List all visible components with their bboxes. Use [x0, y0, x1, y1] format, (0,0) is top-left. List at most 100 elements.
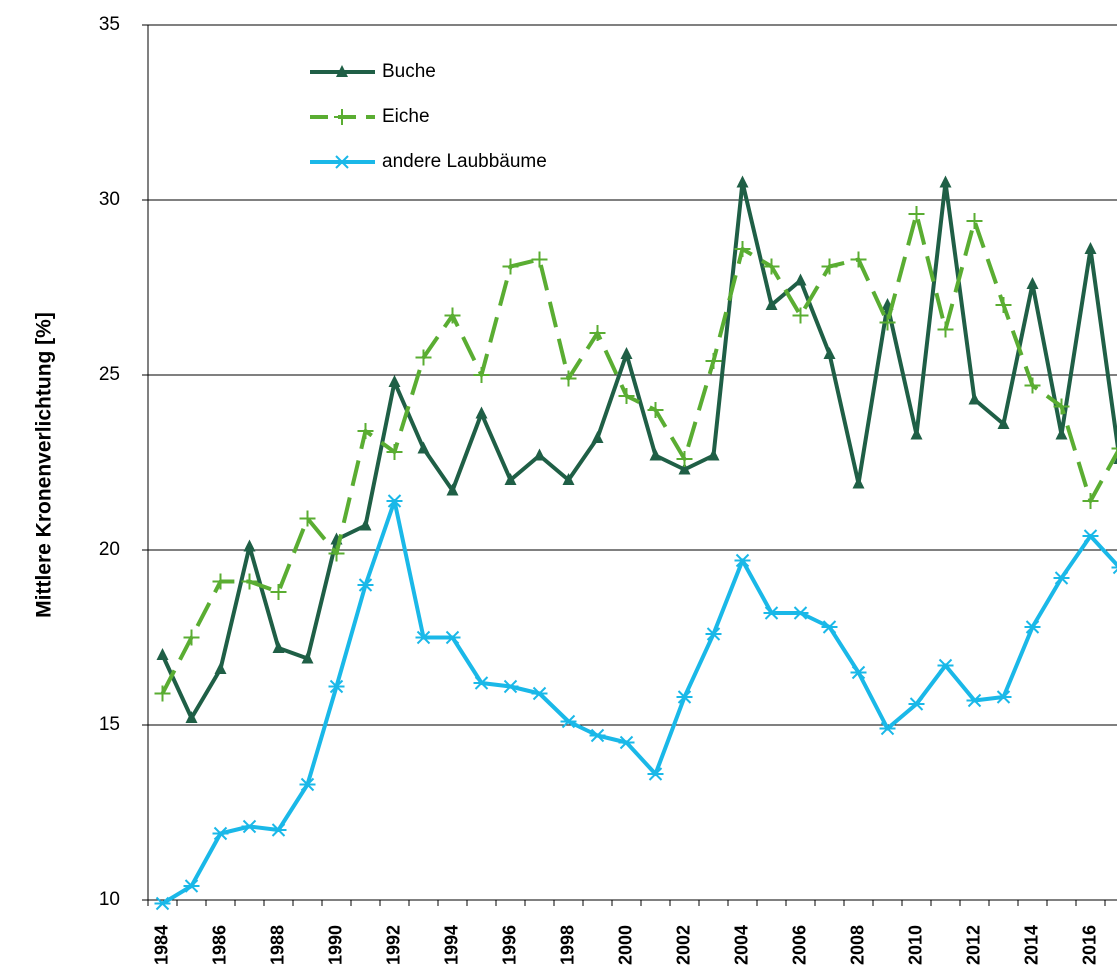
x-tick-label: 2006 — [789, 925, 809, 965]
data-point — [1111, 447, 1117, 450]
data-point — [417, 441, 430, 454]
x-tick-label: 1998 — [557, 925, 577, 965]
data-point — [1024, 620, 1041, 634]
data-point — [446, 483, 459, 496]
data-point — [792, 307, 809, 324]
data-point — [1026, 277, 1039, 289]
y-axis-title: Mittlere Kronenverlichtung [%] — [33, 312, 56, 618]
legend-label: andere Laubbäume — [382, 151, 547, 172]
data-point — [589, 728, 606, 743]
data-point — [589, 325, 606, 341]
x-tick-label: 2008 — [847, 925, 867, 965]
data-point — [388, 375, 401, 387]
data-point — [444, 307, 461, 324]
x-tick-label: 1992 — [383, 925, 403, 965]
data-point — [212, 573, 229, 590]
data-point — [676, 451, 693, 467]
data-point — [649, 448, 662, 461]
data-point — [328, 545, 345, 562]
data-point — [270, 823, 287, 837]
x-tick-label: 2000 — [615, 925, 635, 965]
data-point — [185, 711, 198, 723]
data-point — [1055, 427, 1068, 440]
data-point — [386, 444, 403, 460]
data-point — [357, 578, 374, 592]
series-line — [160, 180, 1117, 720]
x-tick-label: 1996 — [499, 925, 519, 965]
data-point — [301, 651, 314, 664]
data-point — [560, 370, 577, 387]
x-tick-label: 2010 — [905, 925, 925, 965]
data-point — [415, 630, 432, 645]
data-point — [763, 258, 780, 275]
data-point — [620, 347, 633, 359]
data-point — [792, 606, 809, 620]
data-point — [1053, 571, 1070, 585]
legend-marker — [334, 109, 350, 125]
data-point — [850, 251, 867, 268]
y-tick-label: 25 — [99, 364, 120, 385]
data-point — [995, 690, 1012, 704]
legend-label: Buche — [382, 61, 436, 82]
data-point — [386, 494, 403, 508]
legend-label: Eiche — [382, 106, 430, 127]
y-tick-label: 10 — [99, 889, 120, 910]
data-point — [156, 648, 169, 660]
data-point — [591, 431, 604, 443]
data-point — [736, 175, 749, 188]
data-point — [966, 693, 983, 708]
data-point — [299, 510, 316, 527]
y-tick-label: 30 — [99, 189, 120, 210]
data-point — [473, 676, 490, 690]
data-point — [763, 606, 780, 620]
series-line — [160, 212, 1117, 695]
data-point — [272, 641, 285, 653]
data-point — [937, 321, 954, 338]
x-tick-label: 1988 — [267, 925, 287, 965]
data-point — [678, 462, 691, 475]
y-tick-label: 20 — [99, 539, 120, 560]
data-point — [995, 297, 1012, 313]
data-point — [850, 665, 867, 680]
x-tick-label: 1984 — [151, 925, 171, 965]
x-tick-label: 2002 — [673, 925, 693, 965]
data-point — [823, 347, 836, 359]
data-point — [910, 427, 923, 440]
x-tick-label: 2016 — [1079, 925, 1099, 965]
data-point — [1082, 529, 1099, 543]
data-point — [562, 473, 575, 485]
data-point — [1113, 457, 1117, 464]
data-point — [879, 721, 896, 736]
data-point — [794, 273, 807, 286]
x-tick-label: 2014 — [1021, 925, 1041, 965]
data-point — [647, 402, 664, 418]
data-point — [618, 735, 635, 750]
data-point — [154, 685, 171, 702]
data-point — [270, 584, 287, 600]
data-point — [647, 767, 664, 781]
data-point — [1111, 560, 1117, 575]
data-point — [531, 686, 548, 701]
data-point — [676, 690, 693, 704]
x-tick-label: 1994 — [441, 925, 461, 965]
data-point — [533, 448, 546, 461]
data-point — [997, 417, 1010, 429]
data-point — [968, 392, 981, 405]
data-point — [618, 388, 635, 404]
data-point — [502, 679, 519, 694]
data-point — [707, 448, 720, 461]
data-point — [705, 627, 722, 641]
data-point — [560, 714, 577, 729]
data-point — [243, 539, 256, 552]
x-tick-label: 2004 — [731, 925, 751, 965]
data-point — [1082, 493, 1099, 509]
data-point — [734, 241, 751, 257]
data-point — [908, 697, 925, 711]
data-point — [444, 630, 461, 645]
data-point — [1024, 377, 1041, 394]
data-point — [183, 629, 200, 646]
data-point — [415, 349, 432, 366]
data-point — [939, 175, 952, 188]
